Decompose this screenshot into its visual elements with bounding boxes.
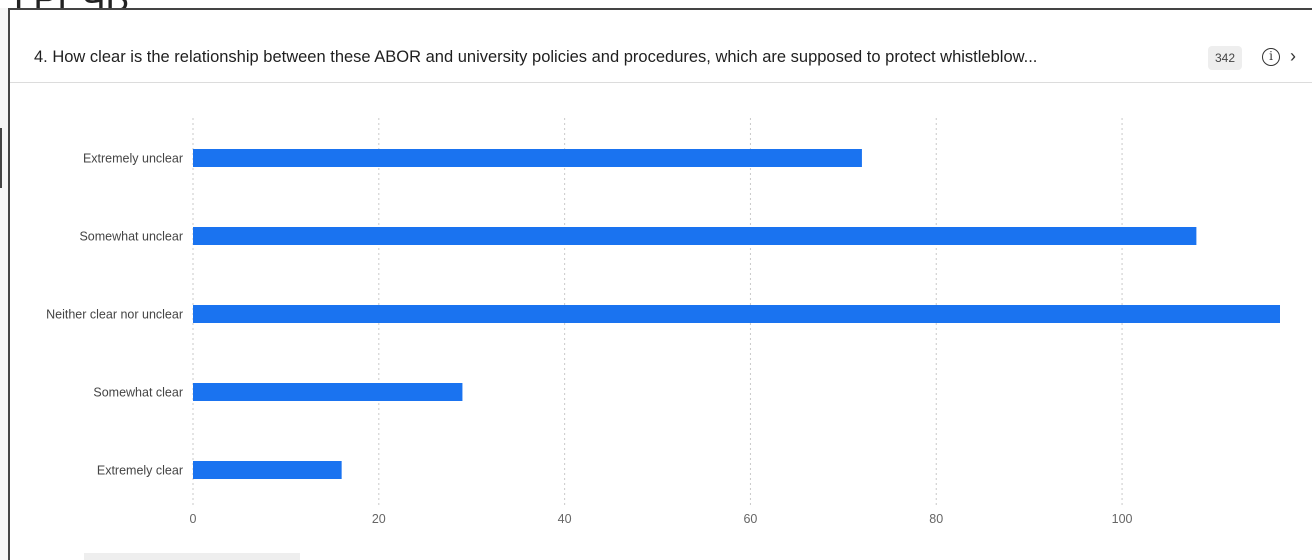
bar xyxy=(193,461,342,479)
info-icon[interactable]: i xyxy=(1262,48,1280,66)
x-tick-label: 40 xyxy=(558,512,572,526)
category-label: Extremely clear xyxy=(97,464,183,478)
card-header: 4. How clear is the relationship between… xyxy=(10,10,1312,83)
category-label: Somewhat clear xyxy=(93,386,183,400)
x-tick-label: 100 xyxy=(1112,512,1133,526)
page-top-band: ГРЕЧЬ xyxy=(0,0,1312,8)
x-tick-label: 0 xyxy=(190,512,197,526)
response-count-badge: 342 xyxy=(1208,46,1243,70)
x-tick-label: 60 xyxy=(743,512,757,526)
bottom-control xyxy=(84,553,300,560)
left-edge-marker xyxy=(0,128,2,188)
page-top-text: ГРЕЧЬ xyxy=(14,0,129,8)
x-tick-label: 20 xyxy=(372,512,386,526)
bar xyxy=(193,227,1197,245)
bar xyxy=(193,305,1280,323)
bar xyxy=(193,383,463,401)
category-label: Extremely unclear xyxy=(83,152,183,166)
question-title: 4. How clear is the relationship between… xyxy=(34,48,1038,66)
category-label: Neither clear nor unclear xyxy=(46,308,183,322)
bar xyxy=(193,149,862,167)
chevron-right-icon[interactable]: › xyxy=(1290,46,1296,66)
category-label: Somewhat unclear xyxy=(79,230,183,244)
x-tick-label: 80 xyxy=(929,512,943,526)
